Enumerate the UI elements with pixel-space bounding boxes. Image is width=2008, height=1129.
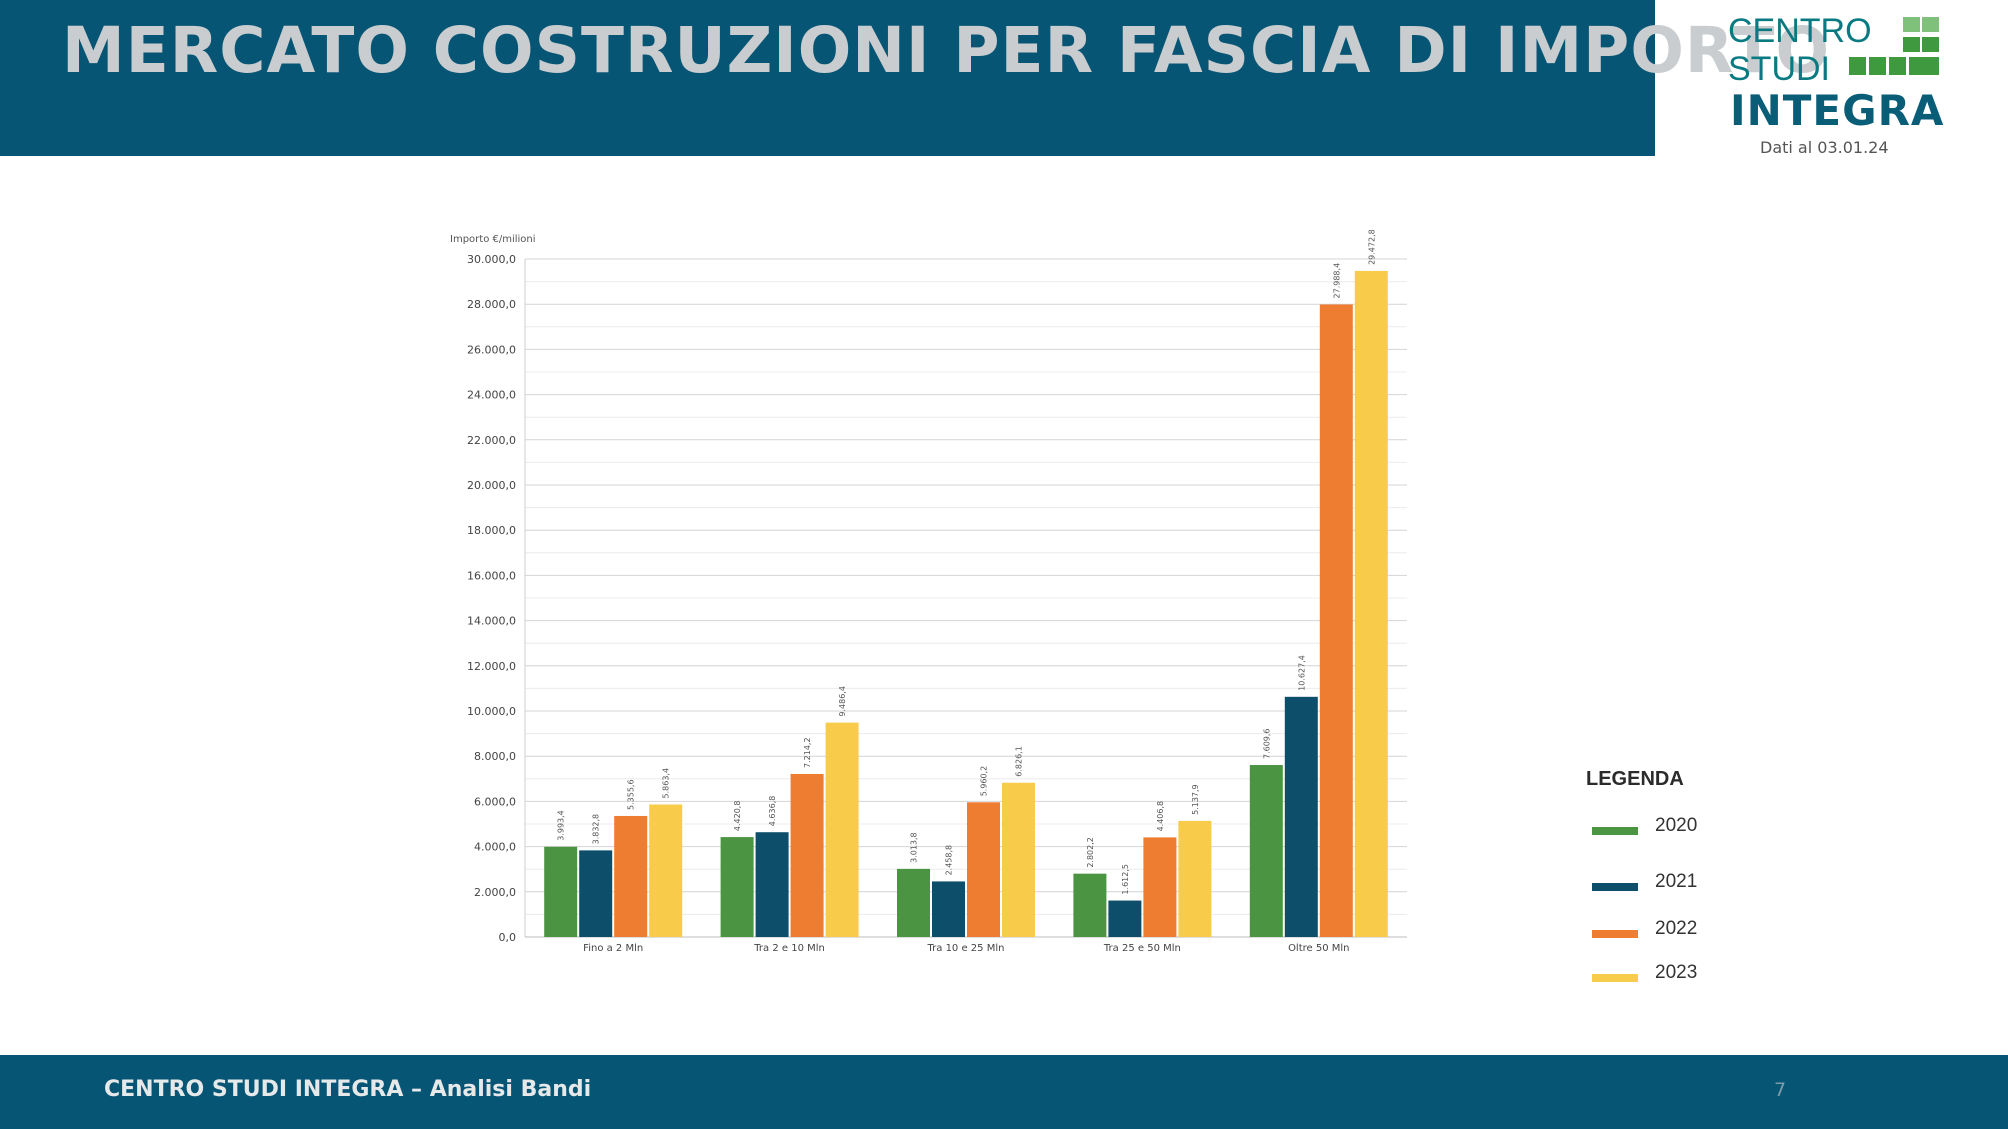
y-tick-label: 20.000,0 [467, 479, 516, 492]
legend-item-2021: 2021 [1592, 871, 1792, 901]
bar-2022 [790, 773, 824, 937]
logo-line-centro: CENTRO [1728, 12, 1872, 50]
footer-text: CENTRO STUDI INTEGRA – Analisi Bandi [104, 1077, 592, 1102]
data-label: 5.960,2 [980, 766, 989, 797]
y-tick-label: 8.000,0 [474, 750, 516, 763]
bar-2022 [1319, 304, 1353, 937]
bar-2023 [649, 804, 683, 937]
x-tick-label: Tra 2 e 10 Mln [753, 943, 825, 954]
data-date: Dati al 03.01.24 [1760, 138, 1889, 157]
legend-swatch-2020 [1592, 827, 1638, 835]
legend-swatch-2022 [1592, 930, 1638, 938]
legend-label-2022: 2022 [1655, 918, 1698, 939]
bar-2020 [544, 846, 578, 937]
logo: CENTRO STUDI INTEGRA Dati al 03.01.24 [1725, 12, 1965, 162]
logo-blocks-icon [1849, 17, 1941, 77]
y-axis-label: Importo €/milioni [450, 234, 536, 245]
data-label: 5.863,4 [662, 768, 671, 799]
data-label: 7.609,6 [1262, 728, 1271, 759]
y-tick-label: 22.000,0 [467, 434, 516, 447]
footer-bar: CENTRO STUDI INTEGRA – Analisi Bandi 7 [0, 1055, 2008, 1129]
bar-2022 [1143, 837, 1177, 937]
bar-2023 [1354, 270, 1388, 937]
data-label: 4.636,8 [768, 796, 777, 827]
legend-item-2020: 2020 [1592, 815, 1792, 845]
data-label: 4.406,8 [1156, 801, 1165, 832]
page-title: MERCATO COSTRUZIONI PER FASCIA DI IMPORT… [62, 14, 1831, 87]
bar-2023 [825, 722, 859, 937]
x-tick-label: Tra 10 e 25 Mln [927, 943, 1005, 954]
data-label: 3.993,4 [557, 810, 566, 841]
y-tick-label: 6.000,0 [474, 795, 516, 808]
x-tick-label: Oltre 50 Mln [1288, 943, 1349, 954]
legend-swatch-2021 [1592, 883, 1638, 891]
data-label: 4.420,8 [733, 801, 742, 832]
bar-2020 [1249, 765, 1283, 937]
bar-2022 [967, 802, 1000, 937]
y-tick-label: 16.000,0 [467, 569, 516, 582]
bar-2021 [755, 832, 789, 937]
header-bar: MERCATO COSTRUZIONI PER FASCIA DI IMPORT… [0, 0, 1829, 156]
data-label: 2.458,8 [945, 845, 954, 876]
y-tick-label: 12.000,0 [467, 660, 516, 673]
bar-2021 [579, 850, 613, 937]
legend-label-2020: 2020 [1655, 815, 1698, 836]
y-tick-label: 14.000,0 [467, 615, 516, 628]
y-tick-label: 10.000,0 [467, 705, 516, 718]
y-tick-label: 30.000,0 [467, 253, 516, 266]
bar-2021 [1108, 900, 1142, 937]
bar-2021 [1284, 696, 1318, 937]
x-tick-label: Fino a 2 Mln [583, 943, 643, 954]
legend-swatch-2023 [1592, 974, 1638, 982]
data-label: 5.355,6 [627, 779, 636, 810]
bar-2023 [1178, 820, 1212, 937]
logo-line-integra: INTEGRA [1730, 86, 1945, 135]
legend-label-2021: 2021 [1655, 871, 1698, 892]
logo-line-studi: STUDI [1728, 50, 1830, 88]
data-label: 2.802,2 [1086, 837, 1095, 868]
y-tick-label: 2.000,0 [474, 886, 516, 899]
data-label: 5.137,9 [1191, 784, 1200, 815]
bar-2021 [932, 881, 965, 937]
data-label: 10.627,4 [1297, 655, 1306, 691]
data-label: 9.486,4 [838, 686, 847, 717]
data-label: 3.013,8 [910, 832, 919, 863]
bar-2020 [1073, 873, 1107, 937]
data-label: 1.612,5 [1121, 864, 1130, 895]
y-tick-label: 28.000,0 [467, 298, 516, 311]
legend-title: LEGENDA [1586, 768, 1684, 790]
bar-2022 [614, 815, 648, 937]
data-label: 27.988,4 [1332, 263, 1341, 299]
legend-label-2023: 2023 [1655, 962, 1698, 983]
x-tick-label: Tra 25 e 50 Mln [1103, 943, 1181, 954]
y-tick-label: 4.000,0 [474, 841, 516, 854]
legend-item-2022: 2022 [1592, 918, 1792, 948]
y-tick-label: 24.000,0 [467, 389, 516, 402]
bar-chart: Importo €/milioni 0,0 2.000,0 4.000,0 6.000,… [450, 229, 1407, 954]
data-label: 3.832,8 [592, 814, 601, 845]
bar-2020 [720, 837, 754, 937]
bar-2020 [897, 868, 930, 937]
y-tick-label: 26.000,0 [467, 343, 516, 356]
y-tick-label: 0,0 [499, 931, 517, 944]
data-label: 29.472,8 [1367, 229, 1376, 265]
legend: LEGENDA 2020 2021 2022 2023 [1586, 768, 1826, 998]
page-number: 7 [1774, 1079, 1787, 1101]
y-tick-label: 18.000,0 [467, 524, 516, 537]
legend-item-2023: 2023 [1592, 962, 1792, 992]
data-label: 7.214,2 [803, 737, 812, 768]
data-label: 6.826,1 [1015, 746, 1024, 777]
bar-2023 [1002, 782, 1035, 937]
